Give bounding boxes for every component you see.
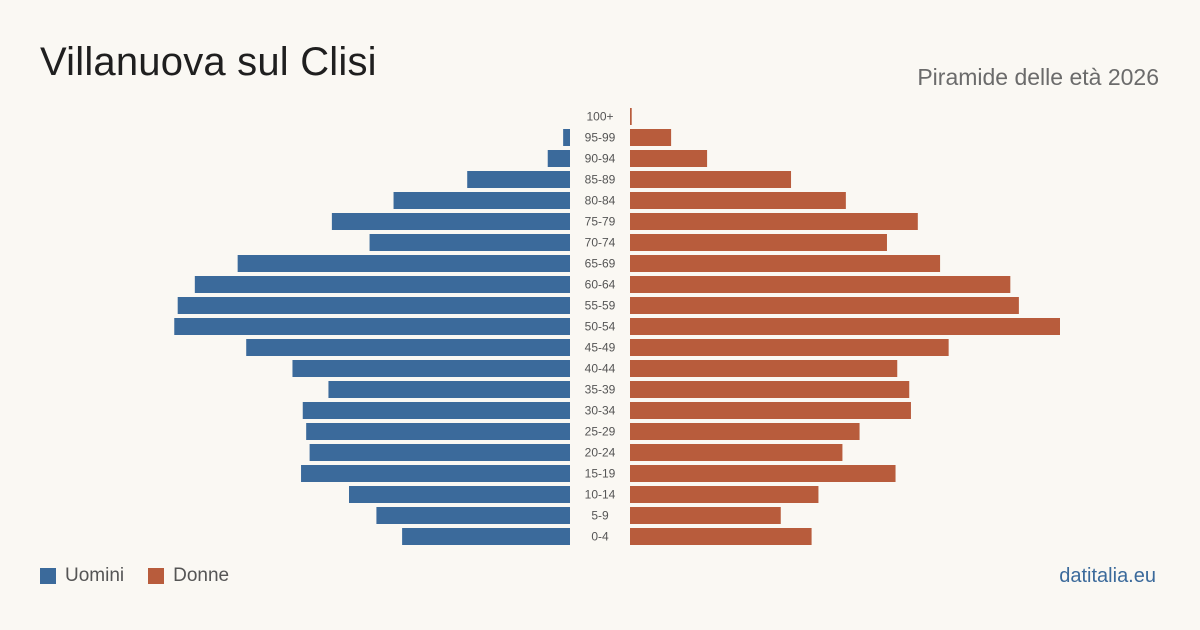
legend-item-female: Donne — [148, 565, 229, 587]
bar-male-75-79 — [331, 213, 570, 230]
bar-male-35-39 — [328, 381, 570, 398]
bar-female-95-99 — [630, 129, 672, 146]
bar-female-15-19 — [630, 465, 896, 482]
bar-male-95-99 — [563, 129, 570, 146]
age-label-15-19: 15-19 — [585, 467, 616, 481]
age-label-60-64: 60-64 — [585, 278, 616, 292]
bar-male-10-14 — [349, 486, 570, 503]
brand-link[interactable]: datitalia.eu — [1059, 565, 1156, 587]
age-label-95-99: 95-99 — [585, 131, 616, 145]
age-label-100+: 100+ — [586, 110, 613, 124]
age-label-5-9: 5-9 — [591, 509, 609, 523]
bar-male-25-29 — [306, 423, 570, 440]
age-label-55-59: 55-59 — [585, 299, 616, 313]
age-label-90-94: 90-94 — [585, 152, 616, 166]
bar-male-5-9 — [376, 507, 570, 524]
bar-male-45-49 — [246, 339, 570, 356]
age-label-10-14: 10-14 — [585, 488, 616, 502]
bar-male-65-69 — [237, 255, 570, 272]
bar-female-90-94 — [630, 150, 708, 167]
age-label-20-24: 20-24 — [585, 446, 616, 460]
bar-male-80-84 — [393, 192, 570, 209]
age-label-40-44: 40-44 — [585, 362, 616, 376]
bar-female-80-84 — [630, 192, 846, 209]
age-label-0-4: 0-4 — [591, 530, 609, 544]
age-label-70-74: 70-74 — [585, 236, 616, 250]
age-label-80-84: 80-84 — [585, 194, 616, 208]
bar-male-0-4 — [402, 528, 570, 545]
bar-female-20-24 — [630, 444, 843, 461]
bar-female-70-74 — [630, 234, 887, 251]
bar-female-35-39 — [630, 381, 910, 398]
bar-female-60-64 — [630, 276, 1011, 293]
bar-female-45-49 — [630, 339, 949, 356]
bar-male-40-44 — [292, 360, 570, 377]
legend-item-male: Uomini — [40, 565, 124, 587]
bar-male-85-89 — [467, 171, 570, 188]
bar-female-85-89 — [630, 171, 792, 188]
legend-swatch-male — [40, 568, 56, 584]
bar-female-65-69 — [630, 255, 941, 272]
age-label-50-54: 50-54 — [585, 320, 616, 334]
bar-female-30-34 — [630, 402, 911, 419]
bar-female-10-14 — [630, 486, 819, 503]
bar-female-75-79 — [630, 213, 918, 230]
bar-male-15-19 — [301, 465, 570, 482]
bar-female-55-59 — [630, 297, 1019, 314]
chart-legend: Uomini Donne — [40, 565, 253, 587]
bar-male-90-94 — [547, 150, 570, 167]
age-label-65-69: 65-69 — [585, 257, 616, 271]
age-label-85-89: 85-89 — [585, 173, 616, 187]
chart-title: Villanuova sul Clisi — [40, 40, 377, 84]
bar-male-20-24 — [309, 444, 570, 461]
bar-female-5-9 — [630, 507, 781, 524]
age-label-30-34: 30-34 — [585, 404, 616, 418]
age-label-45-49: 45-49 — [585, 341, 616, 355]
bar-male-60-64 — [194, 276, 570, 293]
bar-male-50-54 — [174, 318, 571, 335]
age-label-35-39: 35-39 — [585, 383, 616, 397]
legend-label-male: Uomini — [65, 565, 125, 586]
legend-label-female: Donne — [173, 565, 230, 586]
bar-female-100+ — [630, 108, 632, 125]
legend-swatch-female — [148, 568, 165, 584]
bar-female-40-44 — [630, 360, 898, 377]
bar-male-55-59 — [177, 297, 570, 314]
age-label-25-29: 25-29 — [585, 425, 616, 439]
bar-male-70-74 — [369, 234, 570, 251]
age-label-75-79: 75-79 — [585, 215, 616, 229]
bar-female-0-4 — [630, 528, 812, 545]
chart-subtitle: Piramide delle età 2026 — [917, 64, 1159, 90]
bar-female-25-29 — [630, 423, 860, 440]
bar-female-50-54 — [630, 318, 1060, 335]
bar-male-30-34 — [302, 402, 570, 419]
